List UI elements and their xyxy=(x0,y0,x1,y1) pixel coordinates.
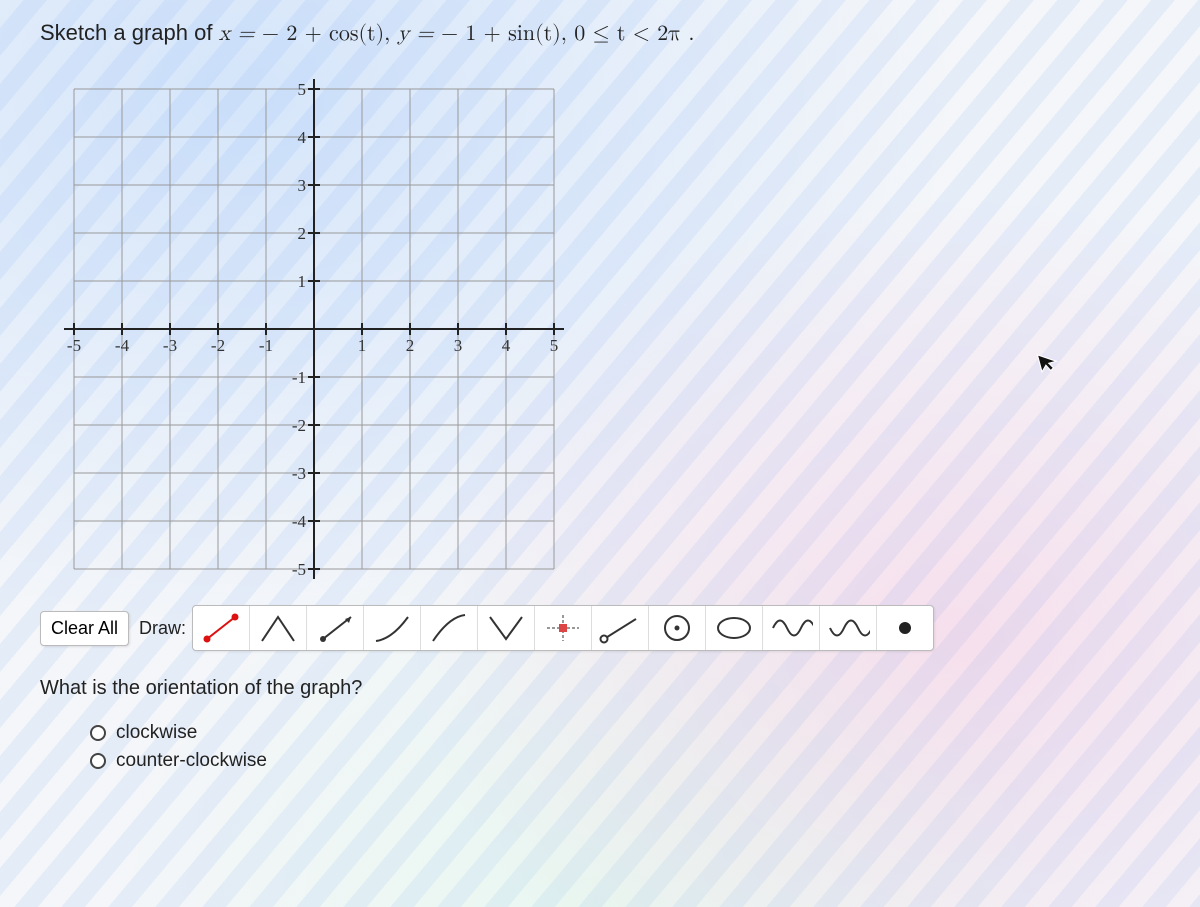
tool-dot[interactable] xyxy=(877,606,933,650)
eq-x-lhs: x = xyxy=(219,23,262,45)
tool-curve-down[interactable] xyxy=(421,606,478,650)
clear-all-button[interactable]: Clear All xyxy=(40,611,129,646)
option-label: clockwise xyxy=(116,722,197,744)
orientation-question: What is the orientation of the graph? xyxy=(40,677,1170,700)
prompt-lead: Sketch a graph of xyxy=(40,20,219,45)
svg-text:-3: -3 xyxy=(163,336,177,355)
svg-text:-5: -5 xyxy=(292,560,306,579)
svg-text:1: 1 xyxy=(358,336,367,355)
option-label: counter-clockwise xyxy=(116,750,267,772)
svg-text:-2: -2 xyxy=(211,336,225,355)
tool-palette xyxy=(192,605,934,651)
svg-text:-1: -1 xyxy=(259,336,273,355)
tool-circle-dot[interactable] xyxy=(649,606,706,650)
svg-text:-5: -5 xyxy=(67,336,81,355)
svg-text:3: 3 xyxy=(454,336,463,355)
svg-text:-3: -3 xyxy=(292,464,306,483)
svg-text:2: 2 xyxy=(406,336,415,355)
option-clockwise[interactable]: clockwise xyxy=(90,722,1170,744)
tool-axes-mini[interactable] xyxy=(535,606,592,650)
tool-half-line[interactable] xyxy=(592,606,649,650)
tool-angle[interactable] xyxy=(250,606,307,650)
svg-text:-2: -2 xyxy=(292,416,306,435)
svg-text:1: 1 xyxy=(298,272,307,291)
svg-text:-4: -4 xyxy=(292,512,307,531)
plot-area[interactable]: -5 -4 -3 -2 -1 1 2 3 4 5 5 4 3 2 1 -1 -2 -3 -4 -5 xyxy=(50,65,1170,599)
tool-v-shape[interactable] xyxy=(478,606,535,650)
equation: x = − 2 + cos(t), y = − 1 + sin(t), 0 ≤ … xyxy=(219,23,695,45)
x-tick-labels: -5 -4 -3 -2 -1 1 2 3 4 5 xyxy=(67,336,558,355)
draw-label: Draw: xyxy=(139,618,186,639)
svg-text:4: 4 xyxy=(502,336,511,355)
eq-y-lhs: y = xyxy=(398,23,441,45)
tool-line-seg[interactable] xyxy=(193,606,250,650)
tool-wave2[interactable] xyxy=(820,606,877,650)
cartesian-plot[interactable]: -5 -4 -3 -2 -1 1 2 3 4 5 5 4 3 2 1 -1 -2 -3 -4 -5 xyxy=(50,65,578,593)
tool-wave1[interactable] xyxy=(763,606,820,650)
svg-text:5: 5 xyxy=(550,336,559,355)
tool-curve-up[interactable] xyxy=(364,606,421,650)
eq-y-rhs: − 1 + sin(t), 0 ≤ t < 2π . xyxy=(441,23,695,45)
svg-text:3: 3 xyxy=(298,176,307,195)
page: Sketch a graph of x = − 2 + cos(t), y = … xyxy=(40,20,1170,778)
radio-icon[interactable] xyxy=(90,725,106,741)
svg-text:-1: -1 xyxy=(292,368,306,387)
question-prompt: Sketch a graph of x = − 2 + cos(t), y = … xyxy=(40,20,1170,47)
svg-text:2: 2 xyxy=(298,224,307,243)
svg-text:5: 5 xyxy=(298,80,307,99)
axes xyxy=(64,79,564,579)
eq-x-rhs: − 2 + cos(t), xyxy=(262,23,398,45)
tool-ray-up[interactable] xyxy=(307,606,364,650)
draw-toolbar: Clear All Draw: xyxy=(40,605,1170,651)
svg-text:4: 4 xyxy=(298,128,307,147)
radio-icon[interactable] xyxy=(90,753,106,769)
orientation-options: clockwise counter-clockwise xyxy=(90,722,1170,772)
tool-ellipse[interactable] xyxy=(706,606,763,650)
option-counter-clockwise[interactable]: counter-clockwise xyxy=(90,750,1170,772)
svg-text:-4: -4 xyxy=(115,336,130,355)
